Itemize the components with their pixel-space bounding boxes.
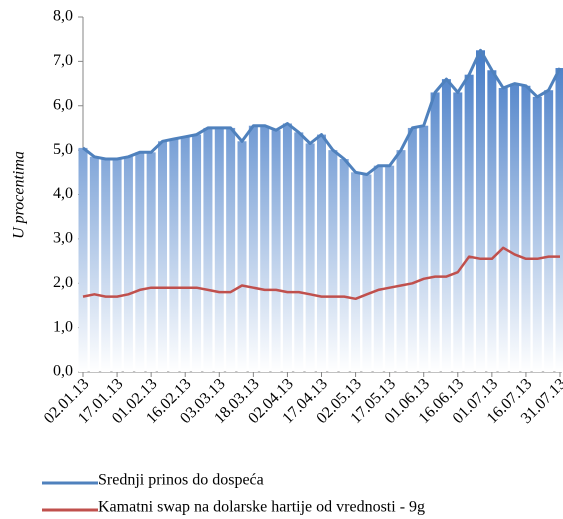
y-tick-label: 3,0 [53,230,73,247]
bar [521,85,531,372]
bar [430,92,440,372]
bar [180,136,190,372]
bar [339,159,349,372]
bar [532,96,542,372]
bar [158,141,167,372]
bar [362,174,372,372]
bar [464,74,474,372]
bar [317,134,326,372]
y-tick-label: 2,0 [53,274,73,291]
legend-label: Srednji prinos do dospeća [98,472,264,489]
bar [453,92,463,372]
bar [146,152,156,372]
bar [385,165,395,372]
bar [476,50,485,372]
bar [544,90,554,372]
bar [169,139,179,372]
bar [192,134,202,372]
y-tick-label: 7,0 [53,52,73,69]
bar [237,141,247,372]
y-axis-label: U procentima [11,151,28,239]
bar [419,125,429,372]
series-line [82,246,560,301]
bar [498,88,508,372]
bar [294,132,304,372]
bar [328,150,338,372]
bar [135,152,145,372]
legend-label: Kamatni swap na dolarske hartije od vred… [98,499,425,516]
y-tick-label: 5,0 [53,141,73,158]
bar [248,125,258,372]
bar [373,165,383,372]
y-tick-label: 4,0 [53,185,73,202]
bar [487,70,497,372]
bar [441,79,451,372]
bar [555,68,563,372]
bar [510,83,520,372]
bar [214,127,224,372]
y-tick-label: 8,0 [53,8,73,25]
bar [396,150,406,372]
bar [112,159,122,372]
bar [203,127,213,372]
bar [407,127,417,372]
y-tick-label: 0,0 [53,363,73,380]
bar [78,147,88,372]
bar [101,159,111,372]
bar [305,143,315,372]
y-tick-label: 1,0 [53,318,73,335]
series-line [82,48,562,176]
bar [351,172,361,372]
bar [282,123,292,372]
bar [226,127,236,372]
bar [123,156,133,372]
bar [89,156,99,372]
y-tick-label: 6,0 [53,96,73,113]
bar [271,130,281,372]
bar [260,125,270,372]
